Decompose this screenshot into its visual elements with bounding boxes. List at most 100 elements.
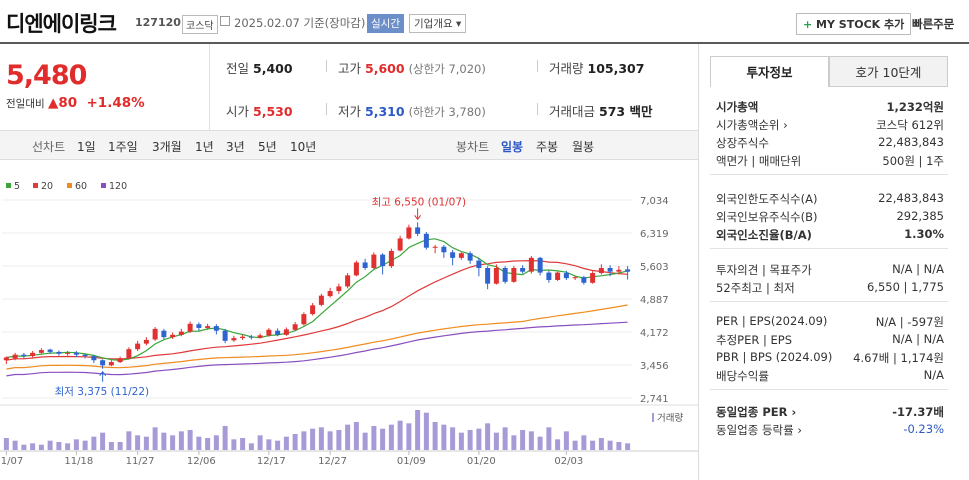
x-tick-label: 11/07 — [0, 456, 23, 467]
volume-bar — [187, 430, 193, 450]
y-tick-label: 4,887 — [640, 295, 669, 306]
volume-bar — [222, 426, 228, 450]
volume-bar — [388, 424, 394, 450]
candle-body — [213, 326, 219, 331]
x-tick-label: 01/09 — [397, 456, 426, 467]
price-change: 전일대비 ▲80 +1.48% — [6, 95, 145, 111]
candle-body — [283, 329, 289, 335]
info-row[interactable]: 동일업종 PER › -17.37배 — [716, 404, 944, 420]
info-label: 동일업종 등락률 › — [716, 423, 802, 437]
volume-bar — [213, 435, 219, 450]
candle-body — [56, 351, 62, 354]
candle-body — [3, 357, 9, 361]
volume-bar — [441, 424, 447, 450]
volume-bar — [572, 440, 578, 450]
info-value: N/A | N/A — [892, 262, 944, 276]
tab-1y[interactable]: 1년 — [195, 140, 214, 154]
volume-bar — [12, 440, 18, 450]
base-date: 2025.02.07 기준(장마감) — [234, 16, 366, 30]
candle-body — [406, 227, 412, 239]
info-value: N/A | N/A — [892, 332, 944, 346]
volume-bar — [21, 444, 27, 450]
candlestick-chart[interactable]: 5 20 60 120 7,034 6,319 5,603 4,887 4,172 3,456 2,… — [0, 176, 698, 480]
volume-bar — [415, 410, 421, 450]
plus-icon: + — [803, 18, 817, 31]
volume-bar — [73, 439, 79, 450]
candle-body — [152, 328, 158, 340]
tab-5y[interactable]: 5년 — [258, 140, 277, 154]
info-row[interactable]: 시가총액순위 › 코스닥 612위 — [716, 117, 944, 133]
open-price: 시가 5,530 — [226, 104, 293, 119]
volume-bar — [3, 438, 9, 450]
candle-body — [38, 350, 44, 353]
tab-1d[interactable]: 1일 — [77, 140, 96, 154]
candle-body — [170, 334, 176, 338]
candle-body — [143, 339, 149, 344]
candle-body — [511, 267, 517, 282]
info-label: 동일업종 PER › — [716, 405, 797, 419]
company-overview-dropdown[interactable]: 기업개요 ▾ — [409, 14, 467, 33]
candle-body — [108, 362, 114, 366]
candle-body — [581, 277, 587, 283]
candle-body — [126, 349, 132, 359]
info-label: PER | EPS(2024.09) — [716, 314, 828, 328]
quick-order-button[interactable]: 빠른주문 — [912, 17, 955, 31]
my-stock-add-button[interactable]: + MY STOCK 추가 — [796, 13, 912, 35]
tab-3y[interactable]: 3년 — [226, 140, 245, 154]
y-tick-label: 2,741 — [640, 394, 669, 405]
tab-weekly[interactable]: 주봉 — [536, 140, 559, 154]
legend-swatch — [101, 183, 106, 188]
change-amount: ▲80 — [47, 95, 78, 111]
candle-body — [353, 262, 359, 276]
info-divider — [710, 248, 948, 249]
tab-1w[interactable]: 1주일 — [108, 140, 138, 154]
tab-10y[interactable]: 10년 — [290, 140, 317, 154]
tab-3m[interactable]: 3개월 — [152, 140, 182, 154]
candle-body — [485, 267, 491, 284]
info-value: 6,550 | 1,775 — [866, 280, 944, 294]
x-tick-label: 12/06 — [187, 456, 216, 467]
tab-invest-info[interactable]: 투자정보 — [710, 56, 829, 87]
volume-bar — [555, 439, 561, 450]
candle-body — [117, 358, 123, 363]
volume-bar — [353, 422, 359, 450]
tab-daily[interactable]: 일봉 — [501, 140, 524, 154]
info-label: 상장주식수 — [716, 136, 769, 150]
volume-bar — [100, 432, 106, 450]
info-divider — [710, 301, 948, 302]
realtime-button[interactable]: 실시간 — [367, 14, 404, 33]
candle-body — [135, 343, 141, 350]
divider — [537, 60, 538, 72]
info-value: -17.37배 — [892, 405, 944, 419]
legend-label: 60 — [75, 181, 87, 192]
volume-bar — [380, 428, 386, 450]
candle-body — [12, 354, 18, 359]
info-row[interactable]: 동일업종 등락률 › -0.23% — [716, 422, 944, 438]
volume-bar — [546, 427, 552, 450]
candle-body — [301, 314, 307, 325]
tab-orderbook[interactable]: 호가 10단계 — [829, 56, 948, 87]
candle-body — [257, 335, 263, 338]
candle-body — [222, 330, 228, 341]
candle-body — [187, 323, 193, 332]
candle-body — [607, 267, 613, 272]
info-label: 추정PER | EPS — [716, 333, 793, 347]
candle-body — [493, 267, 499, 284]
x-tick-label: 02/03 — [554, 456, 583, 467]
candle-body — [423, 233, 429, 248]
candle-body — [161, 330, 167, 338]
min-label: 최저 3,375 (11/22) — [55, 386, 150, 398]
invest-tabs: 투자정보 호가 10단계 — [710, 56, 948, 87]
volume-bar — [598, 438, 604, 450]
volume-bar — [170, 435, 176, 450]
candle-body — [205, 326, 211, 328]
info-label: 외국인소진율(B/A) — [716, 228, 812, 242]
tab-monthly[interactable]: 월봉 — [572, 140, 595, 154]
volume-bar — [563, 431, 569, 450]
info-row: 상장주식수 22,483,843 — [716, 135, 944, 151]
volume-bar — [126, 431, 132, 450]
info-row: PER | EPS(2024.09) N/A | -597원 — [716, 314, 944, 330]
info-label: 시가총액 — [716, 100, 759, 114]
volume-bar — [450, 427, 456, 450]
x-tick-label: 12/27 — [318, 456, 347, 467]
